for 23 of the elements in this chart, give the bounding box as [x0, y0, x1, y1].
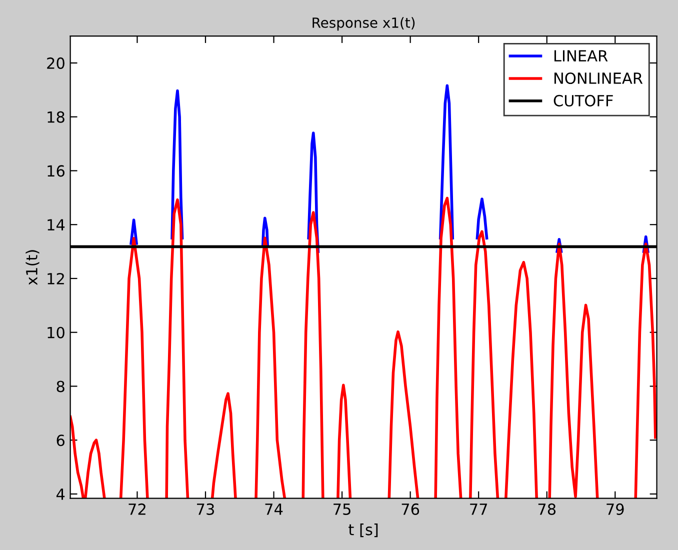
x-tick-label: 72 [128, 503, 146, 515]
y-tick-label: 12 [48, 272, 64, 284]
y-tick-label: 4 [56, 488, 65, 500]
y-tick-label: 16 [48, 165, 64, 177]
x-tick-label: 79 [606, 503, 624, 515]
y-tick-label: 14 [48, 219, 65, 230]
x-axis-title: t [s] [348, 524, 378, 538]
y-tick-label: 18 [48, 111, 64, 123]
x-tick-label: 75 [334, 504, 350, 515]
x-tick-label: 73 [197, 503, 214, 515]
y-tick-label: 20 [47, 57, 64, 69]
chart-title: Response x1(t) [312, 17, 415, 31]
y-tick-label: 6 [56, 434, 64, 446]
x-tick-label: 78 [538, 503, 556, 515]
y-axis-title: x1(t) [26, 250, 40, 286]
legend-label: NONLINEAR [554, 72, 643, 84]
y-tick-label: 8 [56, 380, 64, 392]
x-tick-label: 77 [470, 504, 487, 515]
legend-label: LINEAR [554, 50, 608, 62]
x-tick-label: 76 [402, 503, 420, 515]
y-tick-label: 10 [48, 326, 64, 338]
legend-label: CUTOFF [554, 94, 613, 106]
x-tick-label: 74 [265, 504, 283, 515]
